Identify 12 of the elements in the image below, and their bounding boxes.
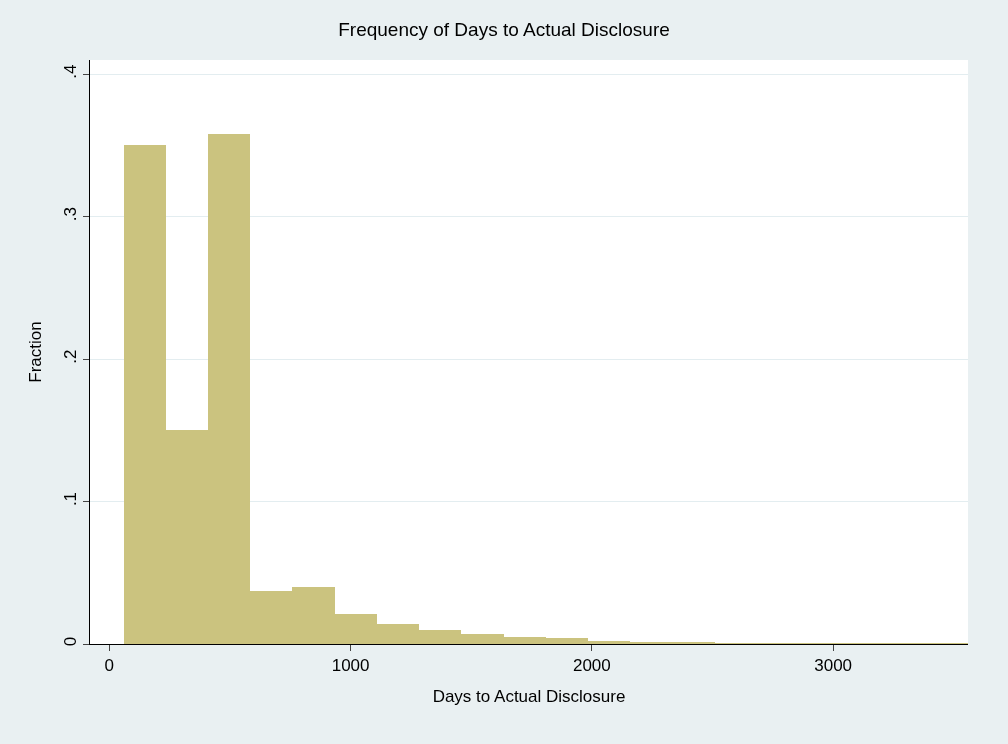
x-tick-label: 1000 xyxy=(331,656,370,676)
y-tick-label: .4 xyxy=(61,64,81,79)
chart-title: Frequency of Days to Actual Disclosure xyxy=(338,18,670,40)
y-tick-label: 0 xyxy=(61,636,81,647)
x-axis-title: Days to Actual Disclosure xyxy=(432,686,626,706)
y-axis-title: Fraction xyxy=(25,321,45,383)
y-tick-label: .2 xyxy=(61,349,81,364)
y-tick-label: .3 xyxy=(61,207,81,222)
x-tick-label: 3000 xyxy=(814,656,853,676)
y-tick-label: .1 xyxy=(61,491,81,507)
x-tick-label: 0 xyxy=(104,656,115,676)
x-tick-label: 2000 xyxy=(572,656,611,676)
